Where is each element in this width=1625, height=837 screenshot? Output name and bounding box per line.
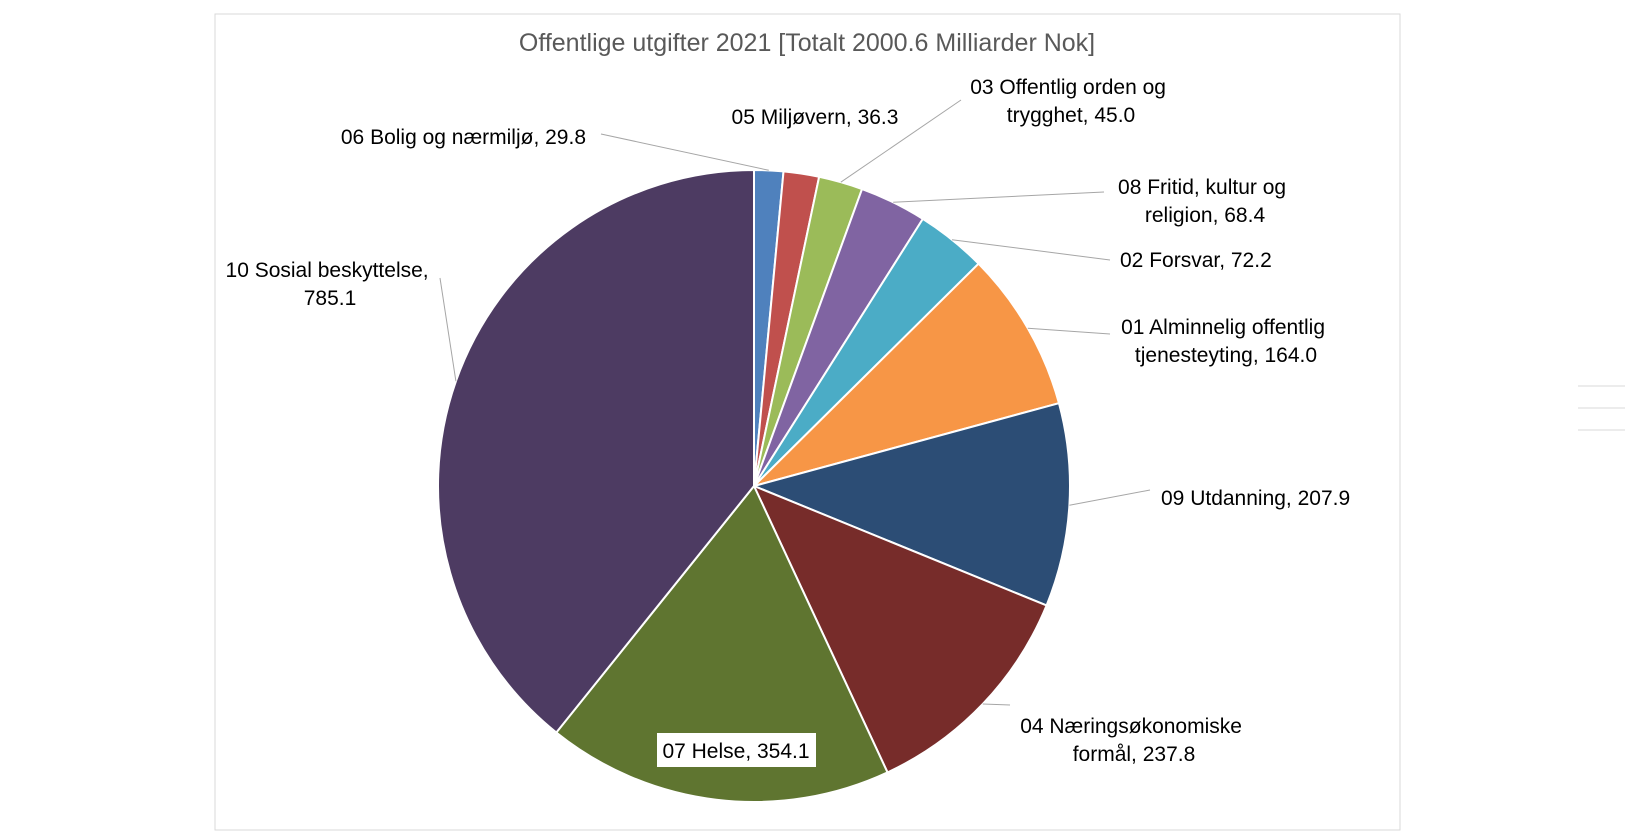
leader-line-5 — [1027, 327, 1111, 335]
label-bolig: 06 Bolig og nærmiljø, 29.8 — [341, 126, 586, 149]
leader-line-7 — [982, 703, 1011, 706]
label-utdanning: 09 Utdanning, 207.9 — [1161, 487, 1350, 510]
leader-line-4 — [951, 239, 1111, 261]
leader-line-0 — [600, 133, 769, 171]
label-box-helse — [657, 733, 816, 767]
pie-slice-9 — [437, 168, 755, 734]
pie-slices — [437, 168, 1071, 803]
pie-slice-5 — [750, 262, 1061, 488]
chart-title: Offentlige utgifter 2021 [Totalt 2000.6 … — [519, 29, 1095, 57]
label-sosial: 10 Sosial beskyttelse, 785.1 — [226, 259, 435, 310]
leader-lines — [439, 99, 1151, 706]
leader-line-6 — [1069, 489, 1151, 506]
pie-slice-8 — [554, 484, 889, 803]
label-miljovern: 05 Miljøvern, 36.3 — [732, 106, 899, 129]
edge-gridlines — [1578, 385, 1625, 431]
leader-line-9 — [439, 277, 457, 382]
label-forsvar: 02 Forsvar, 72.2 — [1120, 249, 1272, 272]
label-naering: 04 Næringsøkonomiske formål, 237.8 — [1020, 715, 1248, 766]
label-fritid: 08 Fritid, kultur og religion, 68.4 — [1118, 176, 1292, 227]
label-orden: 03 Offentlig orden og trygghet, 45.0 — [970, 76, 1172, 127]
leader-line-3 — [893, 191, 1105, 203]
leader-line-2 — [840, 99, 962, 183]
label-helse: 07 Helse, 354.1 — [662, 740, 809, 763]
label-alminnelig: 01 Alminnelig offentlig tjenesteyting, 1… — [1121, 316, 1331, 367]
